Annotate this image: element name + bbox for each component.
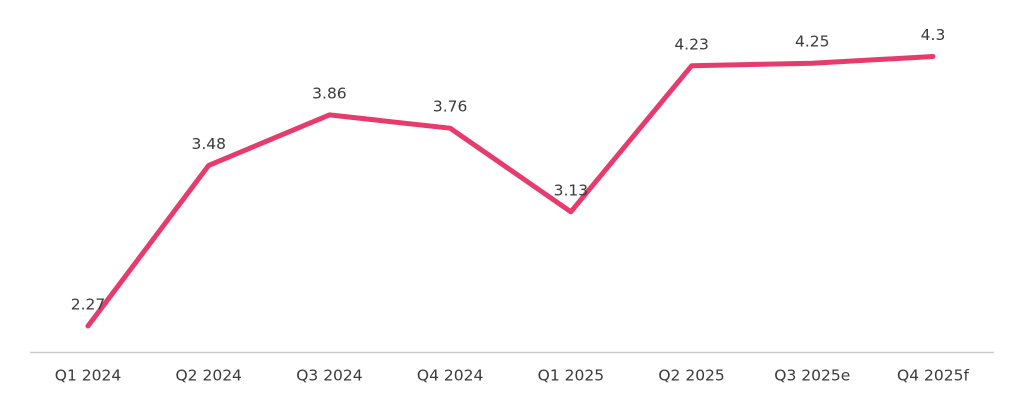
x-axis-label: Q2 2025 — [658, 367, 724, 385]
x-axis-label: Q3 2025e — [774, 367, 850, 385]
x-axis-label: Q2 2024 — [175, 367, 241, 385]
x-axis-label: Q4 2025f — [897, 367, 969, 385]
data-label: 4.23 — [674, 35, 709, 53]
data-label: 3.48 — [191, 135, 226, 153]
data-label: 2.27 — [71, 296, 106, 314]
x-axis-label: Q1 2025 — [538, 367, 604, 385]
data-label: 3.76 — [433, 98, 468, 116]
data-label: 3.13 — [554, 181, 589, 199]
series-line — [85, 54, 936, 329]
x-axis-label: Q1 2024 — [55, 367, 121, 385]
data-label: 3.86 — [312, 84, 347, 102]
x-axis-label: Q4 2024 — [417, 367, 483, 385]
x-axis-label: Q3 2024 — [296, 367, 362, 385]
data-label: 4.25 — [795, 33, 830, 51]
data-label: 4.3 — [921, 26, 946, 44]
